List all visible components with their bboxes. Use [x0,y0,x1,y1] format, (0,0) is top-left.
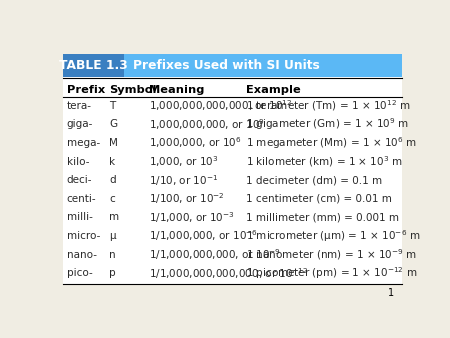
Text: 1 centimeter (cm) = 0.01 m: 1 centimeter (cm) = 0.01 m [246,194,392,204]
Text: 1 gigameter (Gm) = 1 × 10$^{9}$ m: 1 gigameter (Gm) = 1 × 10$^{9}$ m [246,117,409,132]
Text: 1 decimeter (dm) = 0.1 m: 1 decimeter (dm) = 0.1 m [246,175,382,185]
Text: milli-: milli- [67,213,93,222]
Text: nano-: nano- [67,250,97,260]
Text: 1: 1 [388,288,395,298]
Text: kilo-: kilo- [67,156,89,167]
Bar [63,53,401,77]
Text: 1/1,000,000,000,000, or 10$^{-12}$: 1/1,000,000,000,000, or 10$^{-12}$ [149,266,309,281]
Text: M: M [109,138,118,148]
Text: G: G [109,119,117,129]
Bar [63,53,124,77]
Text: Symbol: Symbol [109,85,157,95]
Text: 1 nanometer (nm) = 1 × 10$^{-9}$ m: 1 nanometer (nm) = 1 × 10$^{-9}$ m [246,247,417,262]
Text: 1/100, or 10$^{-2}$: 1/100, or 10$^{-2}$ [149,191,225,206]
Text: T: T [109,101,115,111]
Text: micro-: micro- [67,231,100,241]
Text: TABLE 1.3: TABLE 1.3 [59,59,128,72]
Text: 1 picometer (pm) = 1 × 10$^{-12}$ m: 1 picometer (pm) = 1 × 10$^{-12}$ m [246,265,417,281]
Text: giga-: giga- [67,119,93,129]
Text: Example: Example [246,85,301,95]
Text: Prefixes Used with SI Units: Prefixes Used with SI Units [133,59,320,72]
Text: k: k [109,156,115,167]
Text: 1,000,000,000,000, or 10$^{12}$: 1,000,000,000,000, or 10$^{12}$ [149,98,293,113]
Text: deci-: deci- [67,175,92,185]
Text: 1 micrometer (μm) = 1 × 10$^{-6}$ m: 1 micrometer (μm) = 1 × 10$^{-6}$ m [246,228,420,244]
Text: 1,000,000, or 10$^{6}$: 1,000,000, or 10$^{6}$ [149,136,242,150]
Text: μ: μ [109,231,116,241]
Text: centi-: centi- [67,194,96,204]
Text: Meaning: Meaning [149,85,205,95]
Text: d: d [109,175,116,185]
Text: 1 terameter (Tm) = 1 × 10$^{12}$ m: 1 terameter (Tm) = 1 × 10$^{12}$ m [246,98,410,113]
Text: tera-: tera- [67,101,92,111]
Text: 1/1,000, or 10$^{-3}$: 1/1,000, or 10$^{-3}$ [149,210,235,225]
Bar [63,77,401,285]
Text: 1/10, or 10$^{-1}$: 1/10, or 10$^{-1}$ [149,173,219,188]
Text: 1 megameter (Mm) = 1 × 10$^{6}$ m: 1 megameter (Mm) = 1 × 10$^{6}$ m [246,135,417,151]
Text: n: n [109,250,116,260]
Text: m: m [109,213,119,222]
Text: c: c [109,194,115,204]
Text: 1 millimeter (mm) = 0.001 m: 1 millimeter (mm) = 0.001 m [246,213,399,222]
Text: 1/1,000,000, or 10$^{-6}$: 1/1,000,000, or 10$^{-6}$ [149,229,258,243]
Text: mega-: mega- [67,138,100,148]
Text: Prefix: Prefix [67,85,105,95]
Text: pico-: pico- [67,268,92,278]
Text: p: p [109,268,116,278]
Text: 1,000, or 10$^{3}$: 1,000, or 10$^{3}$ [149,154,219,169]
Text: 1 kilometer (km) = 1 × 10$^{3}$ m: 1 kilometer (km) = 1 × 10$^{3}$ m [246,154,403,169]
Text: 1,000,000,000, or 10$^{9}$: 1,000,000,000, or 10$^{9}$ [149,117,266,132]
Text: 1/1,000,000,000, or 10$^{-9}$: 1/1,000,000,000, or 10$^{-9}$ [149,247,282,262]
